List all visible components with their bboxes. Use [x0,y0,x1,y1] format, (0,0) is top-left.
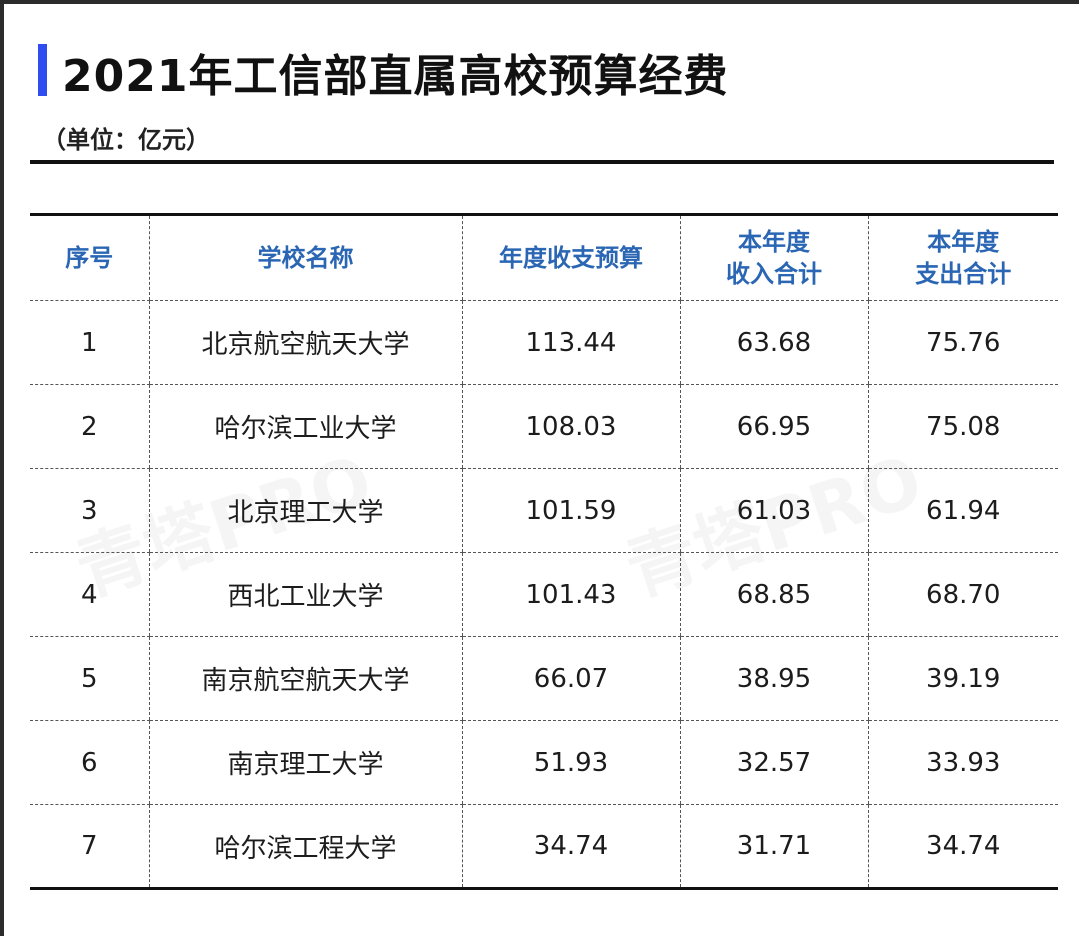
table-header: 序号 学校名称 年度收支预算 本年度 收入合计 本年度 支出合计 [30,214,1058,301]
header-col-annual-budget: 年度收支预算 [461,214,680,301]
table-body: 1 北京航空航天大学 113.44 63.68 75.76 2 哈尔滨工业大学 108.03 6… [30,300,1058,889]
cell-col-annual-budget: 66.07 [461,636,680,721]
header-col-income-total: 本年度 收入合计 [679,214,868,301]
cell-col-school-name: 哈尔滨工业大学 [148,384,462,469]
cell-col-income-total: 66.95 [679,384,868,469]
cell-col-expense-total: 34.74 [867,804,1058,889]
cell-col-expense-total: 75.76 [867,300,1058,385]
table-row: 1 北京航空航天大学 113.44 63.68 75.76 [30,300,1058,385]
cell-col-school-name: 南京航空航天大学 [148,636,462,721]
header-col-school-name: 学校名称 [148,214,462,301]
cell-col-annual-budget: 113.44 [461,300,680,385]
cell-col-income-total: 68.85 [679,552,868,637]
budget-table: 序号 学校名称 年度收支预算 本年度 收入合计 本年度 支出合计 1 北京航空航天大学 11… [30,213,1058,890]
cell-col-expense-total: 75.08 [867,384,1058,469]
header-col-expense-total: 本年度 支出合计 [867,214,1058,301]
cell-col-index: 5 [30,636,149,721]
cell-col-annual-budget: 34.74 [461,804,680,889]
cell-col-expense-total: 33.93 [867,720,1058,805]
table-row: 5 南京航空航天大学 66.07 38.95 39.19 [30,636,1058,721]
cell-col-income-total: 61.03 [679,468,868,553]
cell-col-income-total: 63.68 [679,300,868,385]
header-col-index: 序号 [30,214,149,301]
title-accent-bar [38,44,47,96]
cell-col-expense-total: 68.70 [867,552,1058,637]
cell-col-expense-total: 61.94 [867,468,1058,553]
cell-col-annual-budget: 101.43 [461,552,680,637]
table-row: 6 南京理工大学 51.93 32.57 33.93 [30,720,1058,805]
cell-col-income-total: 38.95 [679,636,868,721]
cell-col-index: 3 [30,468,149,553]
cell-col-annual-budget: 108.03 [461,384,680,469]
table-row: 7 哈尔滨工程大学 34.74 31.71 34.74 [30,804,1058,889]
table-row: 3 北京理工大学 101.59 61.03 61.94 [30,468,1058,553]
header-row: 序号 学校名称 年度收支预算 本年度 收入合计 本年度 支出合计 [30,214,1058,301]
cell-col-income-total: 31.71 [679,804,868,889]
cell-col-index: 2 [30,384,149,469]
cell-col-index: 4 [30,552,149,637]
cell-col-school-name: 北京理工大学 [148,468,462,553]
cell-col-annual-budget: 51.93 [461,720,680,805]
title-divider [30,160,1054,164]
cell-col-school-name: 西北工业大学 [148,552,462,637]
cell-col-income-total: 32.57 [679,720,868,805]
cell-col-school-name: 南京理工大学 [148,720,462,805]
cell-col-annual-budget: 101.59 [461,468,680,553]
cell-col-school-name: 哈尔滨工程大学 [148,804,462,889]
cell-col-index: 7 [80,831,98,861]
cell-col-school-name: 北京航空航天大学 [148,300,462,385]
cell-col-expense-total: 39.19 [867,636,1058,721]
table-row: 4 西北工业大学 101.43 68.85 68.70 [30,552,1058,637]
page-title: 2021年工信部直属高校预算经费 [62,51,729,102]
cell-col-index: 6 [30,720,149,805]
unit-label: （单位：亿元） [42,126,210,154]
cell-col-index: 1 [30,300,149,385]
table-row: 2 哈尔滨工业大学 108.03 66.95 75.08 [30,384,1058,469]
